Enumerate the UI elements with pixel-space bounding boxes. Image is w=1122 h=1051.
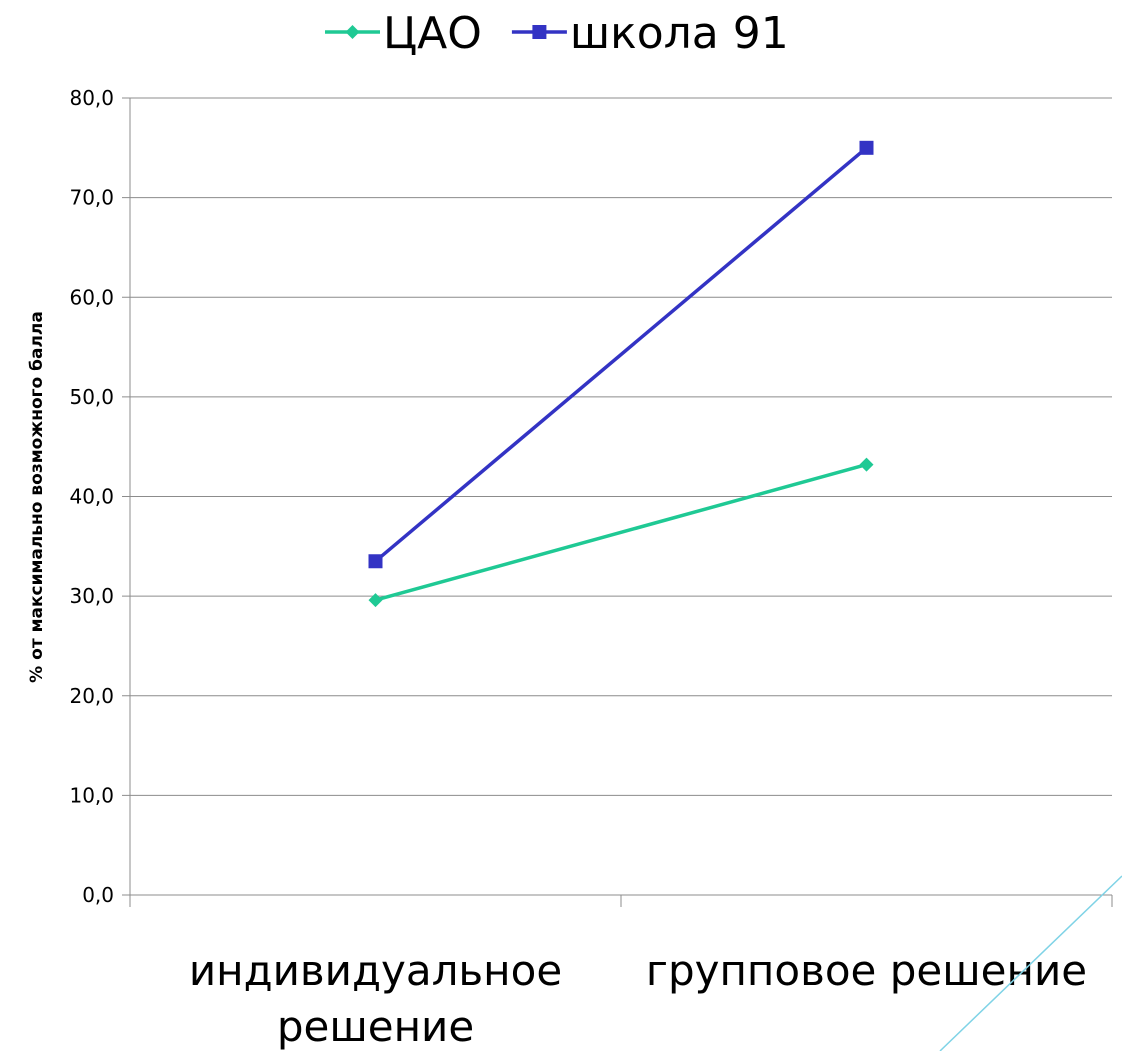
diamond-marker [368,593,383,608]
series-school-91 [368,140,874,569]
series-group [368,140,874,608]
series-cao [368,457,874,608]
x-category-label: групповое решение [646,946,1087,995]
y-tick-label: 30,0 [69,584,114,608]
y-tick-label: 70,0 [69,186,114,210]
y-tick-label: 0,0 [82,883,114,907]
y-tick-label: 20,0 [69,684,114,708]
square-marker [368,554,383,569]
legend-label: ЦАО [383,8,482,59]
diamond-marker [859,457,874,472]
legend-label: школа 91 [570,8,789,59]
y-axis-title: % от максимально возможного балла [27,311,47,683]
y-axis-ticks: 0,0 10,0 20,0 30,0 40,0 50,0 60,0 70,0 80,0 [69,86,130,907]
square-marker [532,25,547,39]
square-marker [859,140,874,155]
gridlines [130,97,1112,896]
decorative-line [939,875,1122,1051]
x-axis [129,98,1113,907]
x-category-label: индивидуальное решение [189,946,562,1051]
y-tick-label: 40,0 [69,485,114,509]
y-tick-label: 80,0 [69,86,114,110]
legend-item: школа 91 [511,8,789,59]
x-axis-categories: индивидуальное решение групповое решение [189,946,1087,1051]
y-tick-label: 10,0 [69,783,114,807]
series-line [375,462,867,602]
series-line [374,146,868,563]
y-tick-label: 50,0 [69,385,114,409]
y-tick-label: 60,0 [69,285,114,309]
legend: ЦАО школа 91 [325,8,789,59]
diamond-marker [345,25,360,39]
legend-item: ЦАО [325,8,482,59]
